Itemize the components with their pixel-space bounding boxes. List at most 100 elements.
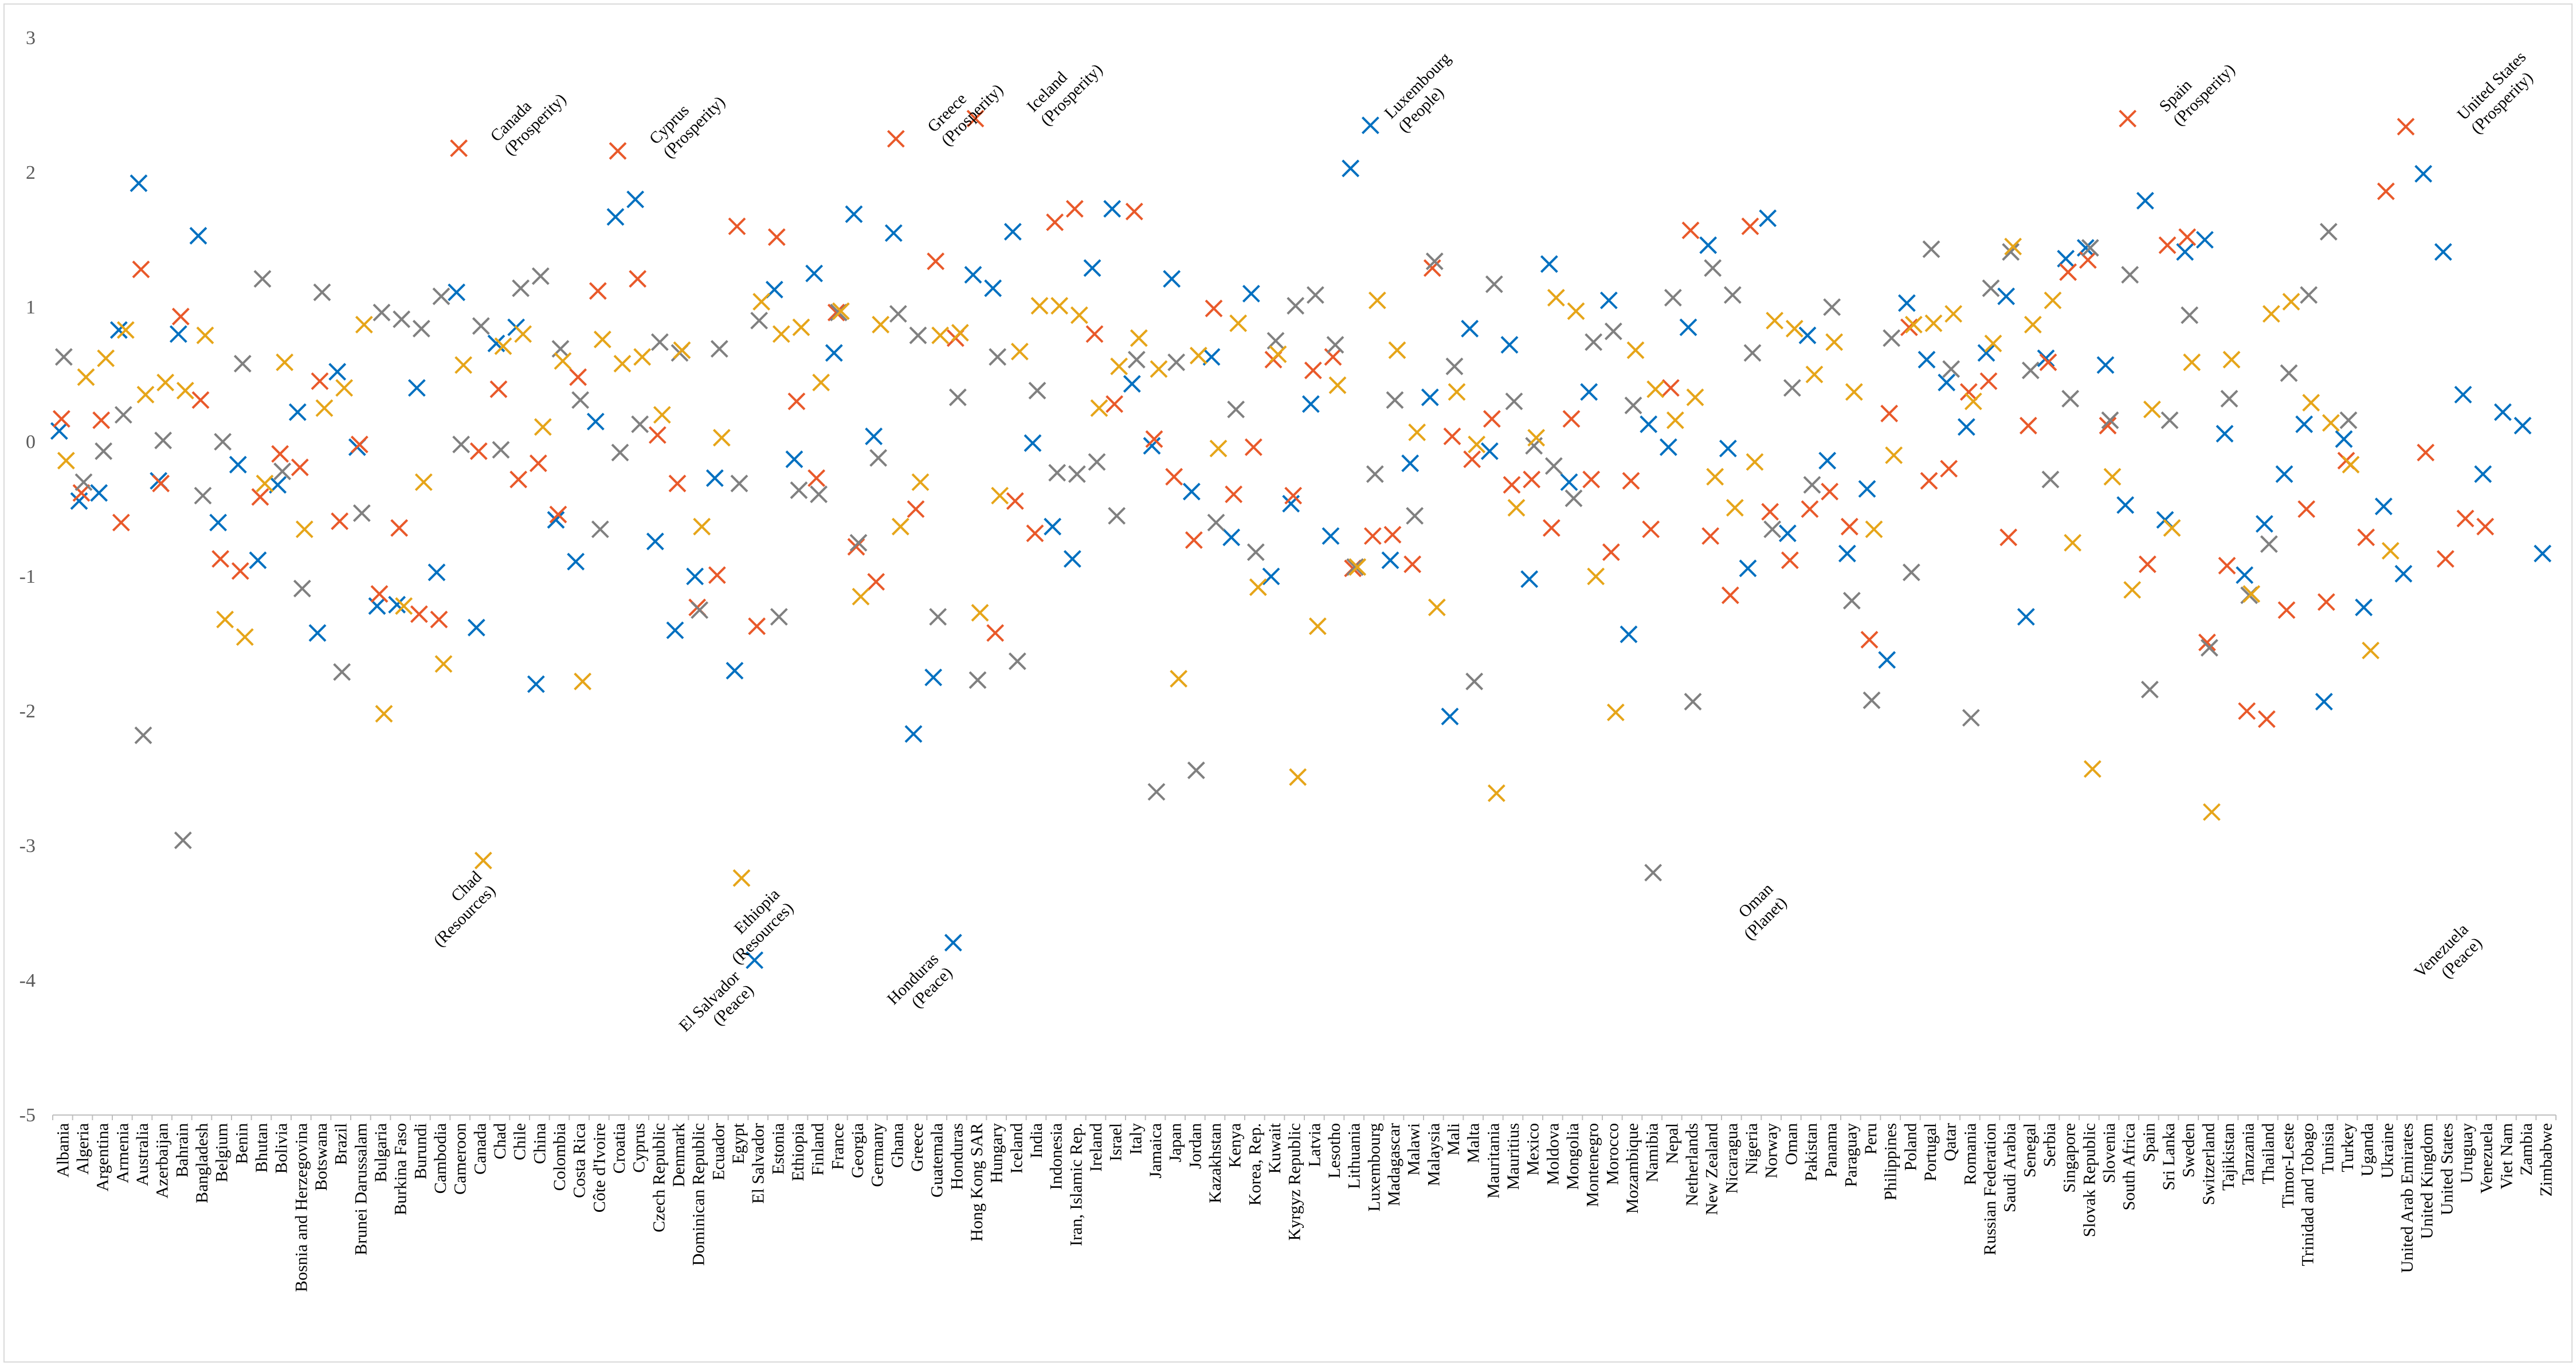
data-point — [2242, 585, 2261, 603]
x-tick-label: Netherlands — [1683, 1123, 1701, 1206]
data-point — [1704, 259, 1722, 277]
annotation-label: United States(Prosperity) — [2454, 48, 2537, 138]
x-tick-label: Cyprus — [630, 1123, 649, 1173]
data-point — [586, 413, 605, 431]
data-point — [705, 469, 724, 487]
data-point — [2216, 425, 2234, 443]
data-point — [1289, 768, 1307, 786]
data-point — [1602, 543, 1620, 562]
data-point — [907, 500, 925, 518]
data-point — [72, 484, 91, 502]
data-point — [693, 517, 711, 536]
data-point — [1465, 672, 1484, 690]
data-point — [2357, 528, 2375, 547]
data-point — [2061, 390, 2080, 408]
data-point — [2454, 386, 2472, 404]
data-point — [827, 303, 845, 321]
data-point — [691, 601, 709, 619]
x-tick-label: Iceland — [1007, 1123, 1026, 1173]
x-tick-label: Egypt — [729, 1122, 748, 1164]
data-point — [708, 566, 726, 584]
data-point — [653, 406, 671, 424]
data-point — [1242, 285, 1260, 303]
data-point — [136, 386, 155, 404]
data-point — [1818, 452, 1837, 470]
data-point — [2255, 515, 2273, 533]
x-tick-label: Switzerland — [2199, 1123, 2218, 1205]
data-point — [805, 264, 824, 282]
annotation-label: Spain(Prosperity) — [2156, 60, 2239, 129]
data-point — [2377, 182, 2395, 201]
data-point — [273, 462, 292, 481]
data-point — [2202, 803, 2221, 821]
data-point — [271, 445, 289, 463]
data-point — [1167, 353, 1186, 371]
annotation-label: Oman(Planet) — [1735, 880, 1791, 944]
data-point — [1984, 335, 2002, 352]
x-tick-label: Japan — [1166, 1123, 1185, 1162]
data-point — [1681, 221, 1700, 240]
x-tick-label: Bolivia — [272, 1123, 291, 1173]
data-point — [2514, 417, 2532, 435]
data-point — [92, 411, 111, 429]
annotation-label: Honduras(Peace) — [884, 950, 956, 1012]
data-point — [1048, 464, 1067, 482]
x-tick-label: United Arab Emirates — [2398, 1123, 2417, 1273]
data-point — [1425, 252, 1444, 270]
x-tick-label: Bosnia and Herzegovina — [292, 1123, 311, 1292]
data-point — [1863, 691, 1881, 709]
x-tick-label: Nepal — [1663, 1123, 1681, 1164]
data-point — [567, 552, 585, 571]
data-point — [209, 513, 228, 532]
data-point — [1068, 465, 1086, 483]
data-point — [216, 610, 234, 629]
data-point — [1606, 703, 1625, 721]
x-tick-label: Malta — [1464, 1123, 1483, 1163]
data-point — [256, 474, 274, 493]
data-point — [1386, 391, 1404, 409]
data-point — [1642, 520, 1660, 539]
data-point — [1222, 528, 1241, 547]
x-tick-label: Malaysia — [1424, 1123, 1443, 1186]
annotation-label: Cyprus(Prosperity) — [646, 93, 729, 162]
data-point — [1719, 439, 1737, 458]
data-point — [1684, 693, 1702, 711]
data-point — [591, 520, 609, 539]
data-point — [2474, 465, 2492, 483]
x-tick-label: Panama — [1822, 1123, 1841, 1177]
data-point — [2339, 411, 2358, 429]
x-tick-label: Bangladesh — [193, 1123, 211, 1203]
data-point — [785, 450, 803, 468]
data-point — [2004, 237, 2022, 256]
data-point — [1640, 415, 1658, 433]
data-point — [1110, 357, 1128, 375]
data-point — [1468, 435, 1486, 454]
x-tick-label: Brunei Darussalam — [351, 1123, 370, 1255]
data-point — [1878, 651, 1896, 669]
data-point — [1962, 709, 1980, 727]
data-point — [2295, 415, 2314, 433]
data-point — [648, 426, 666, 444]
data-point — [54, 348, 73, 366]
data-point — [1622, 472, 1640, 490]
data-point — [770, 608, 788, 626]
data-point — [1388, 341, 1406, 359]
data-point — [1920, 472, 1938, 490]
data-point — [1463, 450, 1481, 468]
data-point — [1368, 291, 1386, 309]
data-point — [807, 469, 826, 487]
x-tick-label: Israel — [1107, 1123, 1126, 1161]
x-tick-label: Ireland — [1087, 1123, 1105, 1172]
data-point — [1942, 360, 1961, 378]
data-point — [626, 190, 645, 209]
x-tick-label: Korea, Rep. — [1245, 1123, 1264, 1206]
data-point — [1030, 297, 1049, 315]
x-tick-label: Pakistan — [1802, 1123, 1821, 1181]
x-tick-label: Finland — [809, 1123, 828, 1176]
x-tick-label: Trinidad and Tobago — [2299, 1123, 2318, 1266]
x-tick-label: Albania — [53, 1123, 72, 1177]
data-point — [646, 532, 664, 551]
x-tick-label: Colombia — [550, 1123, 569, 1191]
data-point — [1143, 437, 1161, 455]
data-point — [1918, 351, 1936, 369]
